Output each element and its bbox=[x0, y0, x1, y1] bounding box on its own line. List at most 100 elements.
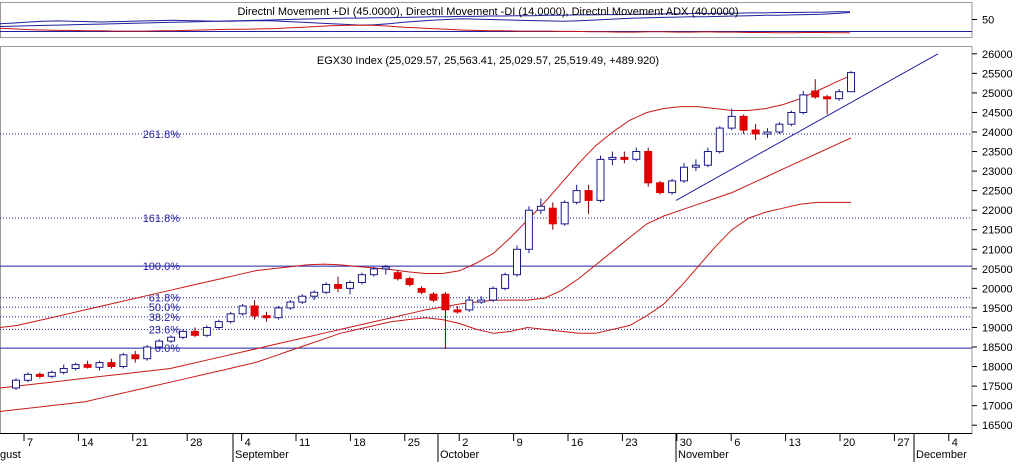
candle bbox=[286, 300, 295, 310]
month-label: December bbox=[916, 449, 967, 461]
candle bbox=[811, 79, 820, 99]
candle bbox=[656, 180, 665, 195]
candle-body bbox=[632, 151, 641, 160]
candle-body bbox=[560, 201, 569, 225]
candle bbox=[703, 147, 712, 168]
indicator-series-line-0 bbox=[0, 12, 851, 26]
price-panel: 261.8%161.8%100.0%61.8%50.0%38.2%23.6%0.… bbox=[0, 53, 972, 412]
fib-level-label: 161.8% bbox=[143, 213, 181, 225]
candle bbox=[453, 305, 462, 314]
candle-body bbox=[608, 156, 617, 160]
candle-body bbox=[739, 115, 748, 131]
candle-body bbox=[346, 282, 354, 289]
indicator-title: Directnl Movement +DI (45.0000), Directn… bbox=[237, 6, 738, 18]
indicator-panel bbox=[0, 11, 972, 34]
candle bbox=[823, 94, 832, 115]
price-y-tick-label: 26000 bbox=[982, 49, 1013, 61]
candle-body bbox=[513, 248, 521, 276]
candle bbox=[23, 372, 32, 383]
candle-body bbox=[286, 301, 295, 309]
candle bbox=[310, 290, 319, 301]
candle bbox=[608, 151, 617, 166]
candle bbox=[71, 362, 80, 371]
price-y-tick-label: 16500 bbox=[982, 420, 1013, 432]
candle bbox=[155, 339, 164, 349]
price-y-tick-label: 24000 bbox=[982, 127, 1013, 139]
candle-body bbox=[369, 268, 378, 276]
candle bbox=[357, 272, 366, 285]
candle-body bbox=[799, 94, 808, 114]
candle-body bbox=[405, 278, 414, 286]
candle-body bbox=[441, 293, 450, 311]
candle bbox=[751, 124, 760, 140]
price-y-tick-label: 21500 bbox=[982, 225, 1013, 237]
x-tick-label: 23 bbox=[625, 437, 637, 449]
fib-level-label: 100.0% bbox=[143, 261, 181, 273]
x-tick-label: 4 bbox=[245, 437, 251, 449]
candle bbox=[346, 280, 354, 295]
candle-body bbox=[334, 284, 343, 289]
candle bbox=[644, 147, 653, 187]
indicator-series-line-2 bbox=[0, 24, 850, 34]
candle bbox=[179, 329, 187, 340]
candle bbox=[190, 327, 199, 338]
candle bbox=[775, 122, 784, 134]
upper-band-line bbox=[0, 74, 852, 328]
candle-body bbox=[274, 307, 283, 319]
candle-body bbox=[190, 330, 199, 336]
candle-body bbox=[131, 354, 140, 360]
candle-body bbox=[787, 112, 796, 125]
candle bbox=[95, 360, 104, 371]
candle bbox=[429, 292, 438, 303]
candle-body bbox=[548, 207, 557, 225]
x-tick-label: 9 bbox=[517, 437, 523, 449]
x-tick-label: 11 bbox=[299, 437, 310, 449]
month-label: October bbox=[440, 449, 479, 461]
candle-body bbox=[23, 373, 32, 381]
price-y-tick-label: 25500 bbox=[982, 68, 1013, 80]
candle bbox=[369, 266, 378, 277]
candle bbox=[548, 202, 557, 230]
candle-body bbox=[453, 309, 462, 313]
candle bbox=[799, 90, 808, 115]
candle bbox=[560, 200, 569, 226]
candle bbox=[441, 292, 450, 349]
candle-body bbox=[167, 336, 176, 342]
candle-body bbox=[501, 274, 510, 289]
indicator-y-tick-label: 50 bbox=[982, 15, 994, 27]
fib-level-label: 38.2% bbox=[149, 312, 180, 324]
price-y-tick-label: 24500 bbox=[982, 107, 1013, 119]
x-tick-label: 16 bbox=[571, 437, 583, 449]
price-y-tick-label: 17000 bbox=[982, 401, 1013, 413]
candle bbox=[143, 345, 152, 361]
candle bbox=[393, 270, 402, 281]
candle-body bbox=[489, 287, 498, 301]
price-chart-title: EGX30 Index (25,029.57, 25,563.41, 25,02… bbox=[317, 55, 659, 67]
candle-body bbox=[572, 190, 581, 203]
candle bbox=[405, 276, 414, 287]
candle-body bbox=[238, 305, 247, 315]
candle bbox=[596, 155, 605, 203]
candle-body bbox=[179, 330, 187, 338]
candle-body bbox=[775, 123, 784, 133]
fib-level-label: 261.8% bbox=[143, 129, 181, 141]
candle bbox=[202, 325, 211, 338]
candle bbox=[226, 311, 235, 324]
candle bbox=[119, 352, 128, 369]
candle bbox=[167, 335, 176, 344]
candle-body bbox=[119, 354, 128, 367]
candle bbox=[465, 296, 474, 312]
candle-body bbox=[12, 379, 20, 389]
candle bbox=[787, 110, 796, 127]
candle bbox=[381, 264, 390, 275]
candle-body bbox=[847, 72, 855, 93]
candle-body bbox=[715, 127, 724, 153]
candle-body bbox=[262, 315, 271, 319]
candle bbox=[417, 286, 426, 295]
x-tick-label: 6 bbox=[734, 437, 740, 449]
x-tick-label: 20 bbox=[843, 437, 855, 449]
candle bbox=[334, 276, 343, 293]
candle-body bbox=[680, 166, 688, 182]
price-y-tick-label: 22000 bbox=[982, 205, 1013, 217]
